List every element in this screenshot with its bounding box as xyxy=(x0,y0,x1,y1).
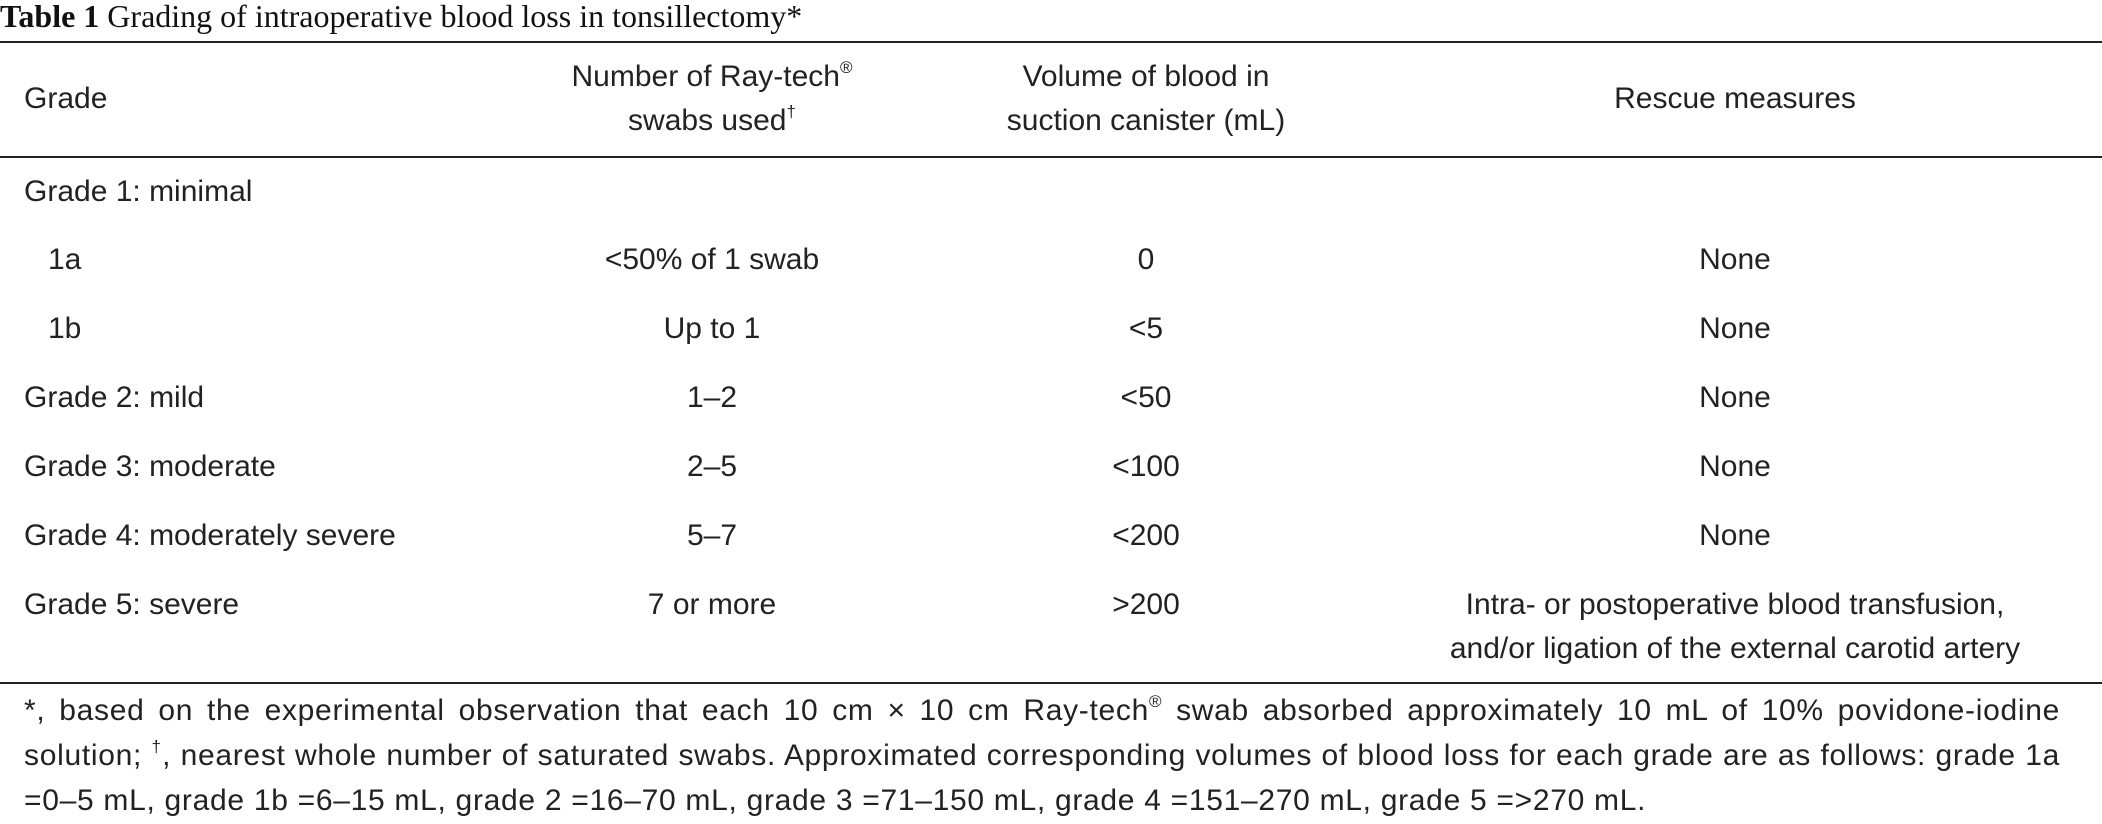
footnote-registered-mark: ® xyxy=(1149,692,1163,711)
table-row-grade1-label: Grade 1: minimal xyxy=(24,175,253,208)
table-row-grade4-swabs: 5–7 xyxy=(686,519,738,552)
table-row-1b-grade: 1b xyxy=(48,312,82,345)
table-row-1b-rescue: None xyxy=(1699,312,1771,345)
footnote-part2: swab absorbed approximately 10 mL of 10%… xyxy=(24,694,2060,772)
table-row-grade5-rescue: Intra- or postoperative blood transfusio… xyxy=(1385,583,2085,671)
header-swabs-line2: swabs used xyxy=(628,104,787,137)
table-row-grade2-volume: <50 xyxy=(1120,381,1172,414)
header-swabs-line1: Number of Ray-tech xyxy=(571,60,840,93)
table-row-grade3-volume: <100 xyxy=(1112,450,1180,483)
table-row-1b-swabs: Up to 1 xyxy=(663,312,761,345)
table-row-grade5-swabs: 7 or more xyxy=(647,588,777,621)
table-row-grade4-grade: Grade 4: moderately severe xyxy=(24,519,396,552)
table-label: Table 1 xyxy=(0,0,100,34)
registered-mark: ® xyxy=(839,58,853,77)
table-row-grade2-swabs: 1–2 xyxy=(686,381,738,414)
table-row-1b-volume: <5 xyxy=(1128,312,1164,345)
table-row-grade5-grade: Grade 5: severe xyxy=(24,588,240,621)
table-row-1a-rescue: None xyxy=(1699,243,1771,276)
rescue-line1: Intra- or postoperative blood transfusio… xyxy=(1465,588,2005,621)
header-volume: Volume of blood in suction canister (mL) xyxy=(946,55,1346,143)
header-grade: Grade xyxy=(24,82,108,115)
dagger-mark: † xyxy=(786,102,796,121)
header-volume-line2: suction canister (mL) xyxy=(1006,104,1286,137)
table-row-1a-swabs: <50% of 1 swab xyxy=(604,243,820,276)
table-title: Grading of intraoperative blood loss in … xyxy=(107,0,803,34)
top-rule xyxy=(0,41,2102,43)
table-row-grade4-volume: <200 xyxy=(1112,519,1180,552)
header-rescue: Rescue measures xyxy=(1614,82,1856,115)
header-volume-line1: Volume of blood in xyxy=(1022,60,1270,93)
table-row-grade2-rescue: None xyxy=(1699,381,1771,414)
table-row-grade3-rescue: None xyxy=(1699,450,1771,483)
table-footnote: *, based on the experimental observation… xyxy=(24,688,2060,823)
bottom-rule xyxy=(0,682,2102,684)
rescue-line2: and/or ligation of the external carotid … xyxy=(1449,632,2021,665)
footnote-part1: *, based on the experimental observation… xyxy=(24,694,1149,727)
table-row-grade2-grade: Grade 2: mild xyxy=(24,381,205,414)
table-row-grade3-grade: Grade 3: moderate xyxy=(24,450,276,483)
table-row-grade4-rescue: None xyxy=(1699,519,1771,552)
table-row-grade3-swabs: 2–5 xyxy=(686,450,738,483)
table-row-1a-grade: 1a xyxy=(48,243,82,276)
header-rule xyxy=(0,156,2102,158)
footnote-part3: , nearest whole number of saturated swab… xyxy=(24,739,2061,817)
footnote-dagger-mark: † xyxy=(151,737,163,756)
table-caption: Table 1 Grading of intraoperative blood … xyxy=(0,0,802,40)
table-row-grade5-volume: >200 xyxy=(1112,588,1180,621)
header-swabs: Number of Ray-tech® swabs used† xyxy=(512,55,912,143)
table-row-1a-volume: 0 xyxy=(1137,243,1155,276)
